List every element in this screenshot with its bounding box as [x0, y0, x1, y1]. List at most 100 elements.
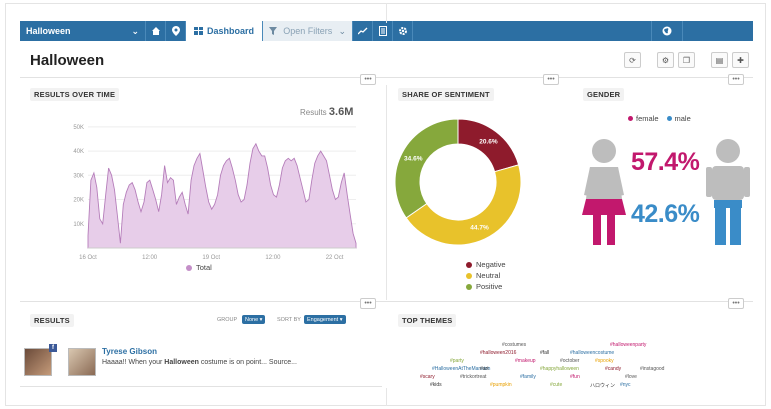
results-count: Results 3.6M — [300, 106, 353, 118]
nav-end-area — [683, 21, 753, 41]
positive-swatch — [466, 283, 472, 290]
theme-word[interactable]: #cute — [550, 382, 563, 388]
settings-icon[interactable]: ⚙ — [657, 52, 674, 68]
line-chart-icon[interactable] — [353, 21, 374, 41]
theme-word[interactable]: #fun — [570, 374, 580, 380]
sentiment-legend: Negative Neutral Positive — [466, 260, 506, 291]
themes-more-button[interactable]: ••• — [728, 298, 744, 309]
theme-word[interactable]: #candy — [605, 366, 622, 372]
female-percentage: 57.4% — [631, 148, 700, 176]
theme-word[interactable]: #spooky — [595, 358, 614, 364]
x-tick-label: 16 Oct — [79, 255, 97, 261]
project-selector[interactable]: Halloween ⌄ — [20, 21, 146, 41]
home-icon[interactable] — [146, 21, 166, 41]
theme-word-cloud: #costumes #halloween2016 #fall #halloweenco… — [420, 340, 670, 390]
results-over-time-chart: 10K 20K 30K 40K 50K 16 Oct 12:00 19 Oct 12:00 22 … — [73, 125, 357, 261]
sort-by-dropdown[interactable]: Engagement ▾ — [304, 315, 346, 324]
open-filters-button[interactable]: Open Filters ⌄ — [263, 21, 354, 41]
theme-word[interactable]: #party — [450, 358, 464, 364]
nav-spacer — [413, 21, 651, 41]
gear-icon[interactable] — [393, 21, 414, 41]
x-tick-label: 22 Oct — [326, 255, 344, 261]
y-tick-label: 20K — [73, 198, 84, 204]
theme-word[interactable]: #HalloweenAtTheMansion — [432, 366, 491, 372]
theme-word[interactable]: #halloweencostume — [570, 350, 615, 356]
male-percentage: 42.6% — [631, 200, 700, 228]
theme-word[interactable]: #nyc — [620, 382, 631, 388]
theme-word[interactable]: #instagood — [640, 366, 665, 372]
results-label: RESULTS — [30, 314, 74, 327]
add-widget-icon[interactable]: ✚ — [732, 52, 749, 68]
theme-word[interactable]: #october — [560, 358, 580, 364]
theme-word[interactable]: #fall — [540, 350, 550, 356]
theme-word[interactable]: #pumpkin — [490, 382, 512, 388]
y-tick-label: 10K — [73, 222, 84, 228]
copy-icon[interactable]: ❐ — [678, 52, 695, 68]
theme-word[interactable]: ハロウィン — [590, 383, 616, 389]
save-icon[interactable]: ▤ — [711, 52, 728, 68]
sort-by-label: SORT BY — [277, 317, 301, 323]
group-dropdown[interactable]: None ▾ — [242, 315, 266, 324]
globe-icon[interactable] — [651, 21, 683, 41]
y-tick-label: 40K — [73, 149, 84, 155]
group-label: GROUP — [217, 317, 238, 323]
male-legend-label: male — [674, 114, 691, 123]
column-divider-bottom — [386, 388, 387, 406]
author-name[interactable]: Tyrese Gibson — [102, 347, 157, 356]
theme-word[interactable]: #scary — [420, 374, 435, 380]
theme-word[interactable]: #kids — [430, 382, 442, 388]
theme-word[interactable]: #halloween2016 — [480, 350, 517, 356]
sentiment-donut-chart: 20.6% 44.7% 34.6% — [394, 118, 522, 246]
refresh-icon[interactable]: ⟳ — [624, 52, 641, 68]
neutral-swatch — [466, 272, 472, 279]
theme-word[interactable]: #love — [625, 374, 637, 380]
column-divider-top — [386, 3, 387, 23]
female-legend-label: female — [636, 114, 659, 123]
top-themes-label: TOP THEMES — [398, 314, 457, 327]
x-tick-label: 12:00 — [265, 255, 281, 261]
legend-neutral: Neutral — [466, 271, 506, 280]
row-divider — [20, 301, 753, 302]
sentiment-slice-positive — [394, 118, 459, 219]
column-divider-middle — [386, 85, 387, 300]
gender-legend: female male — [628, 114, 691, 123]
sentiment-slice-label-neutral: 44.7% — [470, 225, 489, 232]
theme-word[interactable]: #trickortreat — [460, 374, 487, 380]
theme-word[interactable]: #halloweenparty — [610, 342, 647, 348]
results-more-button[interactable]: ••• — [360, 298, 376, 309]
sort-by-dropdown-value: Engagement — [307, 316, 339, 323]
gender-label: GENDER — [583, 88, 625, 101]
negative-swatch — [466, 261, 472, 268]
author-avatar[interactable] — [68, 348, 96, 376]
results-over-time-more-button[interactable]: ••• — [360, 74, 376, 85]
y-tick-label: 30K — [73, 173, 84, 179]
female-legend: female — [628, 114, 659, 123]
results-count-value: 3.6M — [328, 106, 354, 118]
document-icon[interactable] — [373, 21, 394, 41]
theme-word[interactable]: #costumes — [502, 342, 527, 348]
neutral-label: Neutral — [476, 271, 501, 280]
snippet-keyword: Halloween — [164, 359, 199, 366]
sentiment-slice-label-negative: 20.6% — [479, 139, 498, 146]
dashboard-toolbar: ⟳ ⚙ ❐ ▤ ✚ — [624, 52, 749, 68]
filter-icon — [269, 27, 278, 35]
theme-word[interactable]: #happyhalloween — [540, 366, 579, 372]
location-pin-icon[interactable] — [166, 21, 186, 41]
theme-word[interactable]: #makeup — [515, 358, 536, 364]
result-item[interactable]: f Tyrese Gibson Haaaa!! When your Hallow… — [22, 344, 382, 380]
theme-word[interactable]: #family — [520, 374, 536, 380]
snippet-text-after: costume is on point... Source... — [198, 359, 297, 366]
results-over-time-label: RESULTS OVER TIME — [30, 88, 120, 101]
theme-word[interactable]: #art — [480, 366, 489, 372]
positive-label: Positive — [476, 282, 503, 291]
sentiment-more-button[interactable]: ••• — [543, 74, 559, 85]
dashboard-tab[interactable]: Dashboard — [186, 21, 264, 41]
dashboard-tab-label: Dashboard — [207, 26, 255, 36]
dashboard-frame — [5, 3, 766, 406]
post-image-thumbnail[interactable] — [24, 348, 52, 376]
gender-more-button[interactable]: ••• — [728, 74, 744, 85]
sentiment-label: SHARE OF SENTIMENT — [398, 88, 494, 101]
male-figure-icon — [706, 139, 750, 245]
total-legend-label: Total — [196, 263, 212, 272]
female-figure-icon — [582, 139, 626, 245]
